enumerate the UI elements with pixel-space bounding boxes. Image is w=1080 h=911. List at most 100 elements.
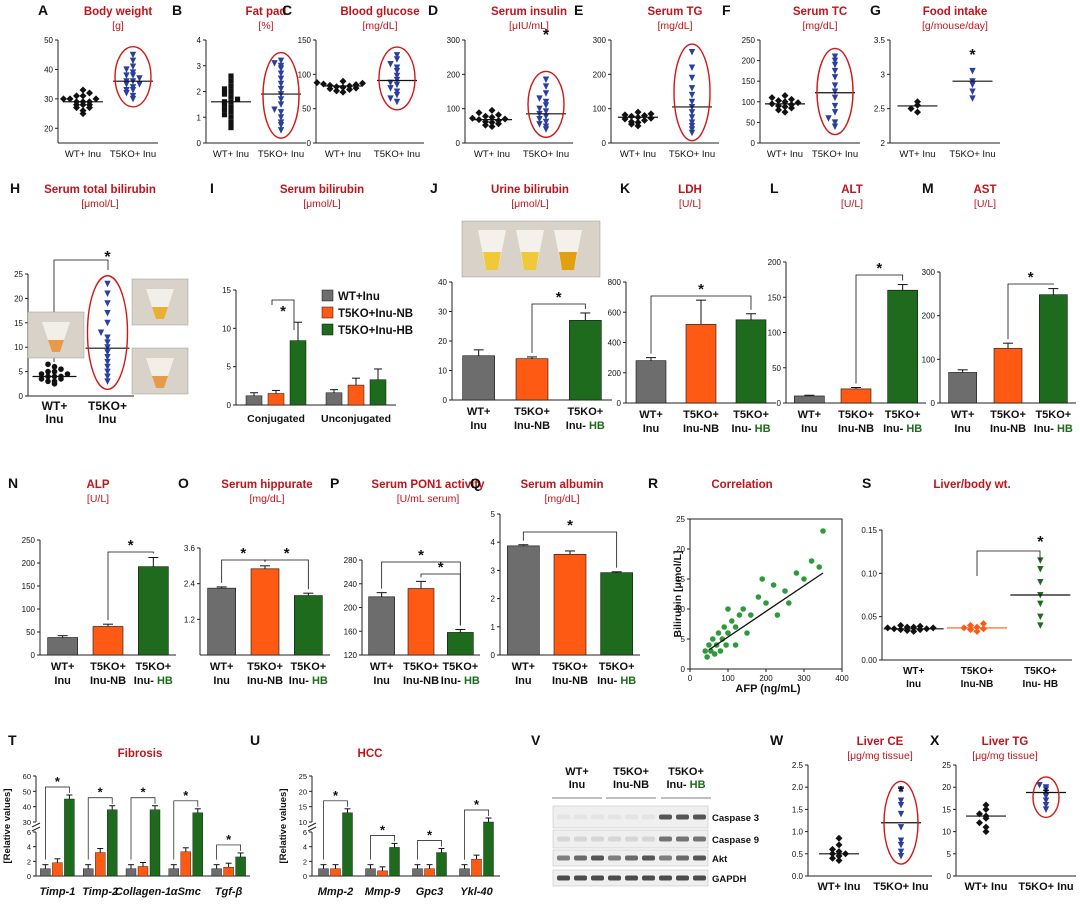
x-category-label-line: T5KO+ (838, 409, 874, 421)
significance-star: * (567, 517, 573, 534)
bar (459, 868, 470, 877)
data-point (387, 85, 394, 92)
y-tick-label: 25 (14, 270, 23, 279)
x-category-label-line: T5KO+ (88, 399, 127, 413)
panel-title: Urine bilirubin (491, 184, 569, 196)
label-part-hb: HB (157, 675, 173, 687)
x-category-label: Mmp-2 (318, 886, 353, 898)
bar (267, 393, 285, 406)
x-category-label-line: Inu-NB (90, 675, 126, 687)
data-point (38, 376, 45, 382)
x-category-label: Timp-2 (82, 886, 118, 898)
significance-star: * (55, 774, 61, 789)
x-category-label: T5KO+ Inu (110, 149, 156, 160)
bar (125, 868, 137, 877)
y-tick-label: 300 (447, 36, 461, 45)
data-point (393, 56, 401, 63)
data-point (982, 828, 990, 836)
data-point (79, 92, 87, 100)
x-category-label-line: Inu (643, 423, 660, 435)
significance-bracket (420, 573, 461, 626)
blot-band (574, 836, 587, 842)
significance-bracket (271, 299, 295, 330)
data-point (774, 612, 781, 618)
x-category-label-line: Inu- HB (1034, 423, 1073, 435)
x-tick-label: 300 (797, 674, 811, 683)
data-point (104, 373, 111, 380)
data-point (542, 102, 550, 109)
x-category-label: WT+ Inu (51, 661, 75, 687)
data-point (688, 85, 696, 92)
data-point (688, 109, 696, 116)
panel-title: AST (974, 184, 997, 196)
panel-unit: [U/mL serum] (397, 493, 460, 505)
blot-band (574, 855, 587, 861)
blot-group-label-line: T5KO+ (668, 766, 704, 778)
data-point (488, 113, 496, 121)
data-point (393, 88, 401, 95)
panel-unit: [μIU/mL] (509, 20, 549, 32)
bar (794, 395, 825, 404)
data-point (969, 81, 976, 89)
data-point (104, 358, 111, 366)
x-category-label-line: WT+ (798, 409, 822, 421)
data-point (221, 86, 228, 92)
data-point (277, 57, 285, 65)
data-point (1042, 797, 1050, 805)
blot-band (591, 855, 604, 861)
y-tick-label: 10 (299, 818, 307, 827)
blot-group-label: T5KO+ Inu- HB (666, 766, 705, 791)
data-point (38, 371, 45, 377)
y-tick-label: 30 (438, 308, 447, 317)
x-category-label: T5KO+ Inu (258, 149, 304, 160)
significance-star: * (418, 547, 424, 564)
data-point (647, 114, 655, 122)
data-point (51, 378, 58, 385)
y-tick-label: 50 (772, 364, 781, 373)
y-tick-label: 2 (197, 88, 202, 97)
data-point (488, 118, 496, 126)
data-point (897, 848, 905, 856)
blot-band-label: Akt (712, 854, 728, 865)
panel-title: Serum hippurate (221, 479, 312, 491)
data-point (897, 837, 905, 844)
y-tick-label: 120 (344, 651, 358, 660)
data-point (976, 819, 983, 827)
blot-band-label: Caspase 3 (712, 813, 759, 824)
y-tick-label: 0 (456, 139, 461, 148)
data-point (1037, 566, 1044, 573)
label-part: Inu- (883, 423, 906, 435)
data-point (542, 118, 550, 126)
significance-star: * (1028, 269, 1034, 286)
data-point (136, 81, 143, 88)
data-point (393, 81, 401, 89)
tube-liquid (152, 376, 168, 388)
data-point (123, 72, 130, 79)
data-point (488, 123, 496, 131)
data-point (339, 88, 347, 96)
x-category-label-line: Inu-NB (990, 423, 1026, 435)
panel-D: D Serum insulin [μIU/mL] 0 100 200 300 WT+ Inu T… (428, 2, 573, 160)
x-category-label: T5KO+ Inu (523, 149, 569, 160)
y-tick-label: 200 (447, 70, 461, 79)
y-tick-label: 0 (19, 392, 24, 401)
significance-star: * (226, 832, 232, 847)
significance-bracket (45, 786, 70, 860)
panel-P: P Serum PON1 activity [U/mL serum] 120 160 20… (330, 475, 485, 687)
data-point (725, 606, 731, 612)
y-tick-label: 6 (27, 828, 31, 837)
tube-liquid (152, 307, 168, 319)
y-tick-label: 240 (344, 580, 358, 589)
data-point (1042, 793, 1050, 800)
label-part: Inu- (597, 675, 620, 687)
panel-unit: [U/L] (841, 198, 863, 210)
blot-band (659, 836, 672, 842)
legend-label: T5KO+Inu-HB (338, 325, 413, 337)
significance-star: * (104, 249, 111, 266)
x-category-label: WT+ Inu (951, 409, 975, 435)
x-category-label: WT+ Inu (512, 661, 536, 687)
data-point (1037, 579, 1044, 586)
data-point (387, 61, 394, 68)
blot-band (693, 875, 706, 881)
bar (840, 388, 872, 404)
